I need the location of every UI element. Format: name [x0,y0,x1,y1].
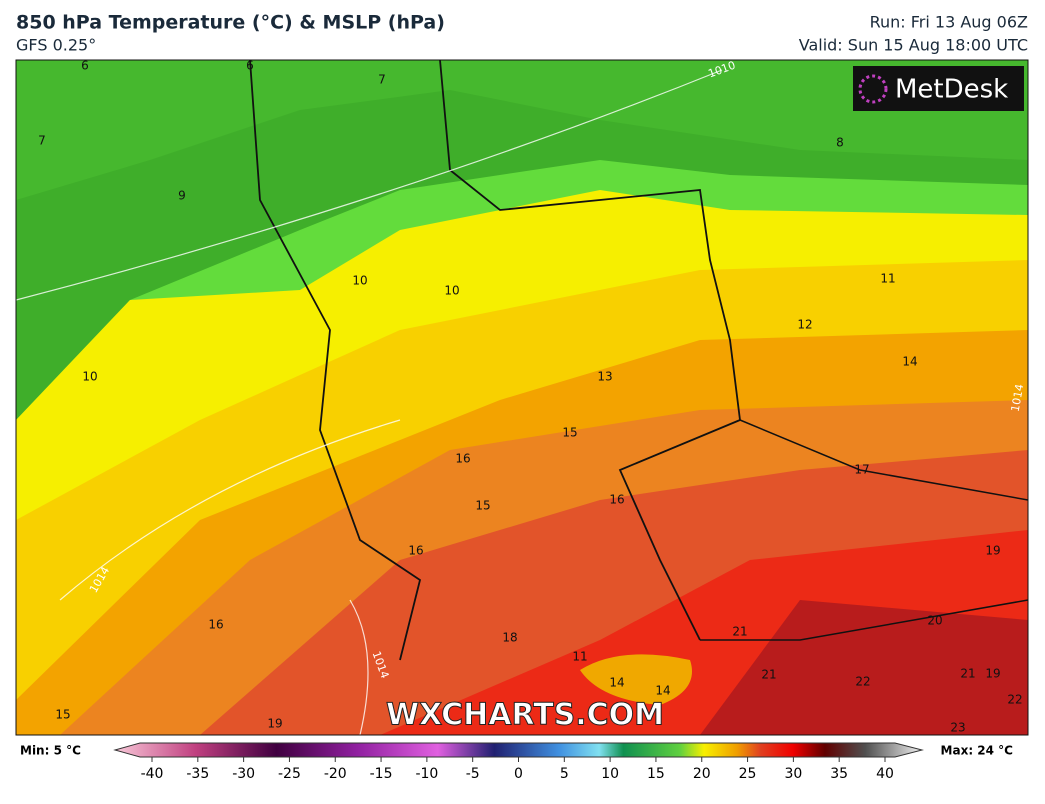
colorbar-tick-label: -35 [186,766,209,782]
colorbar-tick-label: 15 [647,766,665,782]
colorbar-tick-label: -40 [141,766,164,782]
title: 850 hPa Temperature (°C) & MSLP (hPa) [16,12,445,34]
legend-min: Min: 5 °C [20,744,81,758]
colorbar-tick-label: 35 [830,766,848,782]
colorbar-tick-label: 0 [514,766,523,782]
contour-label: 15 [475,499,490,513]
contour-label: 7 [378,73,386,87]
map-frame [15,59,1029,736]
legend-max: Max: 24 °C [941,744,1014,758]
valid: Valid: Sun 15 Aug 18:00 UTC [799,36,1028,55]
watermark: WXCHARTS.COM [386,698,664,733]
colorbar-tick-label: -20 [324,766,347,782]
contour-label: 14 [655,684,670,698]
colorbar-tick-label: -5 [466,766,480,782]
contour-label: 17 [854,463,869,477]
contour-label: 16 [408,544,423,558]
colorbar-tick-label: -25 [278,766,301,782]
contour-label: 15 [562,426,577,440]
logo: MetDesk [895,75,1008,105]
contour-label: 21 [761,668,776,682]
logo-box [853,66,1024,111]
contour-label: 10 [82,370,97,384]
colorbar [113,742,924,758]
colorbar-tick-label: 5 [560,766,569,782]
colorbar-tick-label: 10 [601,766,619,782]
contour-label: 11 [572,650,587,664]
colorbar-tick-label: -30 [232,766,255,782]
contour-label: 9 [178,189,186,203]
isobar-label: 1014 [1009,383,1027,413]
contour-label: 22 [1007,693,1022,707]
contour-label: 19 [985,544,1000,558]
model: GFS 0.25° [16,36,96,55]
contour-label: 21 [960,667,975,681]
contour-label: 18 [502,631,517,645]
contour-label: 16 [208,618,223,632]
colorbar-tick-label: 30 [784,766,802,782]
contour-label: 14 [609,676,624,690]
contour-label: 21 [732,625,747,639]
colorbar-tick-label: 25 [739,766,757,782]
contour-label: 22 [855,675,870,689]
contour-label: 11 [880,272,895,286]
colorbar-tick-label: -10 [415,766,438,782]
logo-icon [858,74,888,104]
contour-label: 16 [455,452,470,466]
contour-label: 19 [985,667,1000,681]
contour-label: 19 [267,717,282,731]
contour-label: 16 [609,493,624,507]
colorbar-tick-label: -15 [370,766,393,782]
contour-label: 12 [797,318,812,332]
contour-label: 13 [597,370,612,384]
contour-label: 23 [950,721,965,735]
contour-label: 10 [352,274,367,288]
contour-label: 20 [927,614,942,628]
contour-label: 8 [836,136,844,150]
colorbar-tick-label: 20 [693,766,711,782]
contour-label: 10 [444,284,459,298]
contour-label: 14 [902,355,917,369]
colorbar-tick-label: 40 [876,766,894,782]
contour-label: 15 [55,708,70,722]
contour-label: 6 [81,59,89,73]
contour-label: 6 [246,59,254,73]
map [16,60,1028,735]
run: Run: Fri 13 Aug 06Z [870,13,1028,32]
contour-label: 7 [38,134,46,148]
